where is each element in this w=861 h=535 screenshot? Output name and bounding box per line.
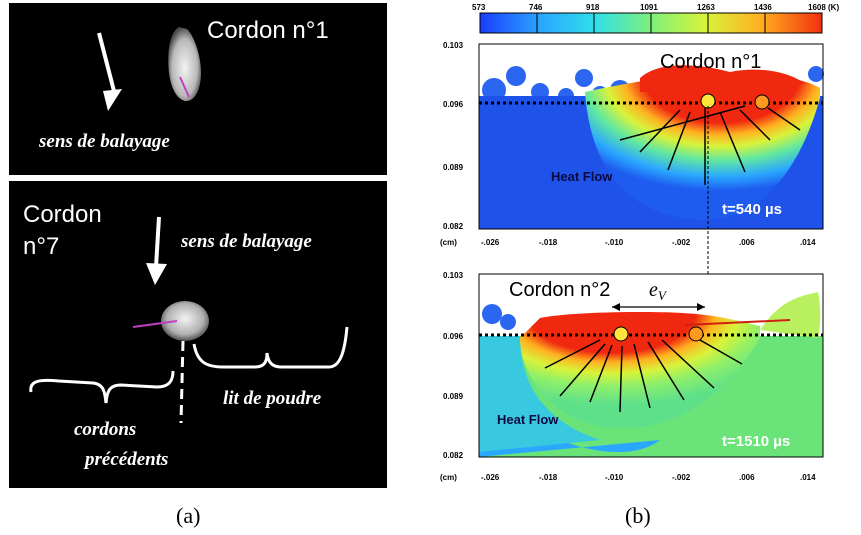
panel-a-top-image: Cordon n°1 sens de balayage <box>9 3 387 175</box>
cordon-7-label-line1: Cordon <box>23 201 102 228</box>
colorbar-tick-label: 1436 <box>754 3 772 12</box>
sim-bottom: Cordon n°2 eV Heat Flow t=1510 µs 0.103 … <box>440 271 824 482</box>
colorbar-tick-label: 573 <box>472 3 486 12</box>
scan-direction-arrow <box>97 32 117 96</box>
y-unit-bottom: (cm) <box>440 473 457 482</box>
colorbar-ticks <box>536 13 766 33</box>
x-tick-bottom: -.018 <box>539 473 558 482</box>
cordon-2-label: Cordon n°2 <box>509 279 610 301</box>
caption-b: (b) <box>625 503 651 528</box>
x-tick-bottom: .014 <box>800 473 816 482</box>
y-unit-top: (cm) <box>440 238 457 247</box>
y-tick-top: 0.089 <box>443 163 464 172</box>
brace-powder-bed <box>192 326 349 369</box>
x-tick-top: .014 <box>800 238 816 247</box>
caption-a: (a) <box>176 503 201 528</box>
boundary-dashed-line <box>179 340 185 424</box>
colorbar-tick-label: 1263 <box>697 3 715 12</box>
scan-direction-label-bottom: sens de balayage <box>181 231 312 252</box>
melt-pool-marker <box>179 76 190 98</box>
heat-flow-label-bottom: Heat Flow <box>497 412 559 427</box>
laser-spot-bottom-1 <box>613 326 629 342</box>
cordon-7-label-line2: n°7 <box>23 233 60 260</box>
scan-direction-arrow-7 <box>154 216 161 268</box>
heat-flow-arrows-top <box>619 105 801 185</box>
time-label-bottom: t=1510 µs <box>722 433 790 450</box>
powder-bed-label: lit de poudre <box>223 388 322 409</box>
melt-pool-shape-7 <box>161 301 209 341</box>
y-tick-top: 0.082 <box>443 222 464 231</box>
sim-top: Cordon n°1 Heat Flow t=540 µs 0.103 0.09… <box>440 41 824 247</box>
scan-direction-label-top: sens de balayage <box>39 131 170 152</box>
x-tick-bottom: -.026 <box>481 473 500 482</box>
y-tick-bottom: 0.096 <box>443 332 464 341</box>
melt-pool-shape <box>168 27 201 102</box>
y-tick-bottom: 0.089 <box>443 392 464 401</box>
colorbar-tick-label: 918 <box>586 3 600 12</box>
x-tick-top: -.010 <box>605 238 624 247</box>
cordon-1-label-a: Cordon n°1 <box>207 17 329 44</box>
x-tick-bottom: -.010 <box>605 473 624 482</box>
previous-beads-label-1: cordons <box>74 419 137 440</box>
y-tick-bottom: 0.082 <box>443 451 464 460</box>
scan-arrow-bottom <box>684 319 791 326</box>
previous-beads-label-2: précédents <box>85 449 169 470</box>
x-tick-top: -.018 <box>539 238 558 247</box>
colorbar-tick-label: 1608 (K) <box>808 3 839 12</box>
laser-spot-top-2 <box>754 94 770 110</box>
y-tick-top: 0.103 <box>443 41 464 50</box>
colorbar-tick-label: 1091 <box>640 3 658 12</box>
panel-a-bottom-image: Cordon n°7 sens de balayage lit de poudr… <box>9 181 387 488</box>
x-tick-top: .006 <box>739 238 755 247</box>
panel-a-top-graphics <box>97 27 201 111</box>
laser-spot-top-1 <box>700 93 716 109</box>
heat-flow-label-top: Heat Flow <box>551 169 613 184</box>
ev-label: eV <box>649 279 668 303</box>
brace-previous-beads <box>29 370 175 404</box>
x-tick-top: -.002 <box>672 238 691 247</box>
panel-a-bottom-graphics <box>29 216 349 424</box>
y-tick-bottom: 0.103 <box>443 271 464 280</box>
melt-pool-marker-7 <box>132 320 178 328</box>
heat-flow-arrows-bottom <box>544 339 743 413</box>
x-tick-bottom: .006 <box>739 473 755 482</box>
powder-particles-bottom <box>482 304 516 330</box>
laser-spot-bottom-2 <box>688 326 704 342</box>
y-tick-top: 0.096 <box>443 100 464 109</box>
melt-pool-top <box>585 73 820 221</box>
colorbar-tick-label: 746 <box>529 3 543 12</box>
cordon-1-label-b: Cordon n°1 <box>660 51 761 73</box>
x-tick-bottom: -.002 <box>672 473 691 482</box>
x-tick-top: -.026 <box>481 238 500 247</box>
time-label-top: t=540 µs <box>722 201 782 218</box>
